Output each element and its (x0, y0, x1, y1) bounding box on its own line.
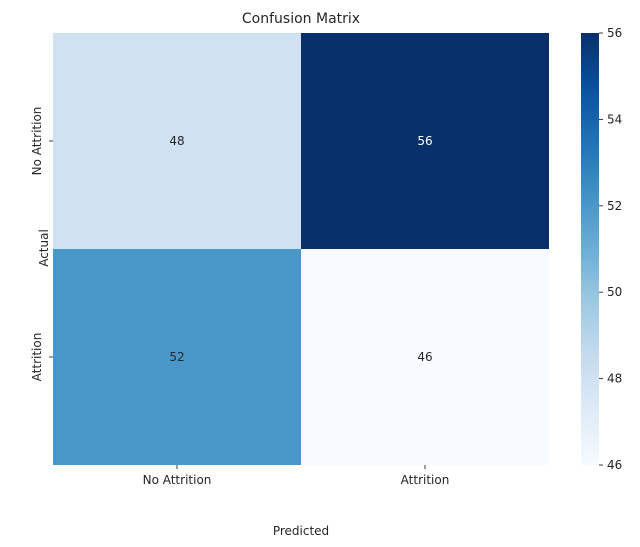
colorbar-tick-label: 54 (607, 112, 622, 126)
colorbar-tick-label: 52 (607, 199, 622, 213)
x-tick-label: Attrition (401, 473, 450, 487)
colorbar-tick-label: 50 (607, 285, 622, 299)
cell-value-label: 52 (169, 350, 184, 364)
colorbar (581, 33, 599, 465)
colorbar-tick-label: 48 (607, 372, 622, 386)
heatmap-cell-attrition-attrition (301, 249, 549, 465)
heatmap-cell-attrition-no-attrition (53, 249, 301, 465)
cell-value-label: 46 (417, 350, 432, 364)
y-axis: No Attrition Attrition (30, 107, 53, 382)
x-axis: No Attrition Attrition (143, 465, 450, 487)
y-tick-label: No Attrition (30, 107, 44, 176)
colorbar-tick-label: 56 (607, 26, 622, 40)
colorbar-tick-label: 46 (607, 458, 622, 472)
heatmap-cell-no-attrition-attrition (301, 33, 549, 249)
x-axis-label: Predicted (273, 524, 329, 538)
colorbar-axis: 46 48 50 52 54 56 (599, 26, 622, 472)
cell-value-label: 56 (417, 134, 432, 148)
heatmap-cell-no-attrition-no-attrition (53, 33, 301, 249)
y-axis-label: Actual (37, 229, 51, 267)
y-tick-label: Attrition (30, 333, 44, 382)
heatmap-cells: 48 56 52 46 (53, 33, 549, 465)
x-tick-label: No Attrition (143, 473, 212, 487)
chart-title: Confusion Matrix (242, 11, 360, 27)
cell-value-label: 48 (169, 134, 184, 148)
